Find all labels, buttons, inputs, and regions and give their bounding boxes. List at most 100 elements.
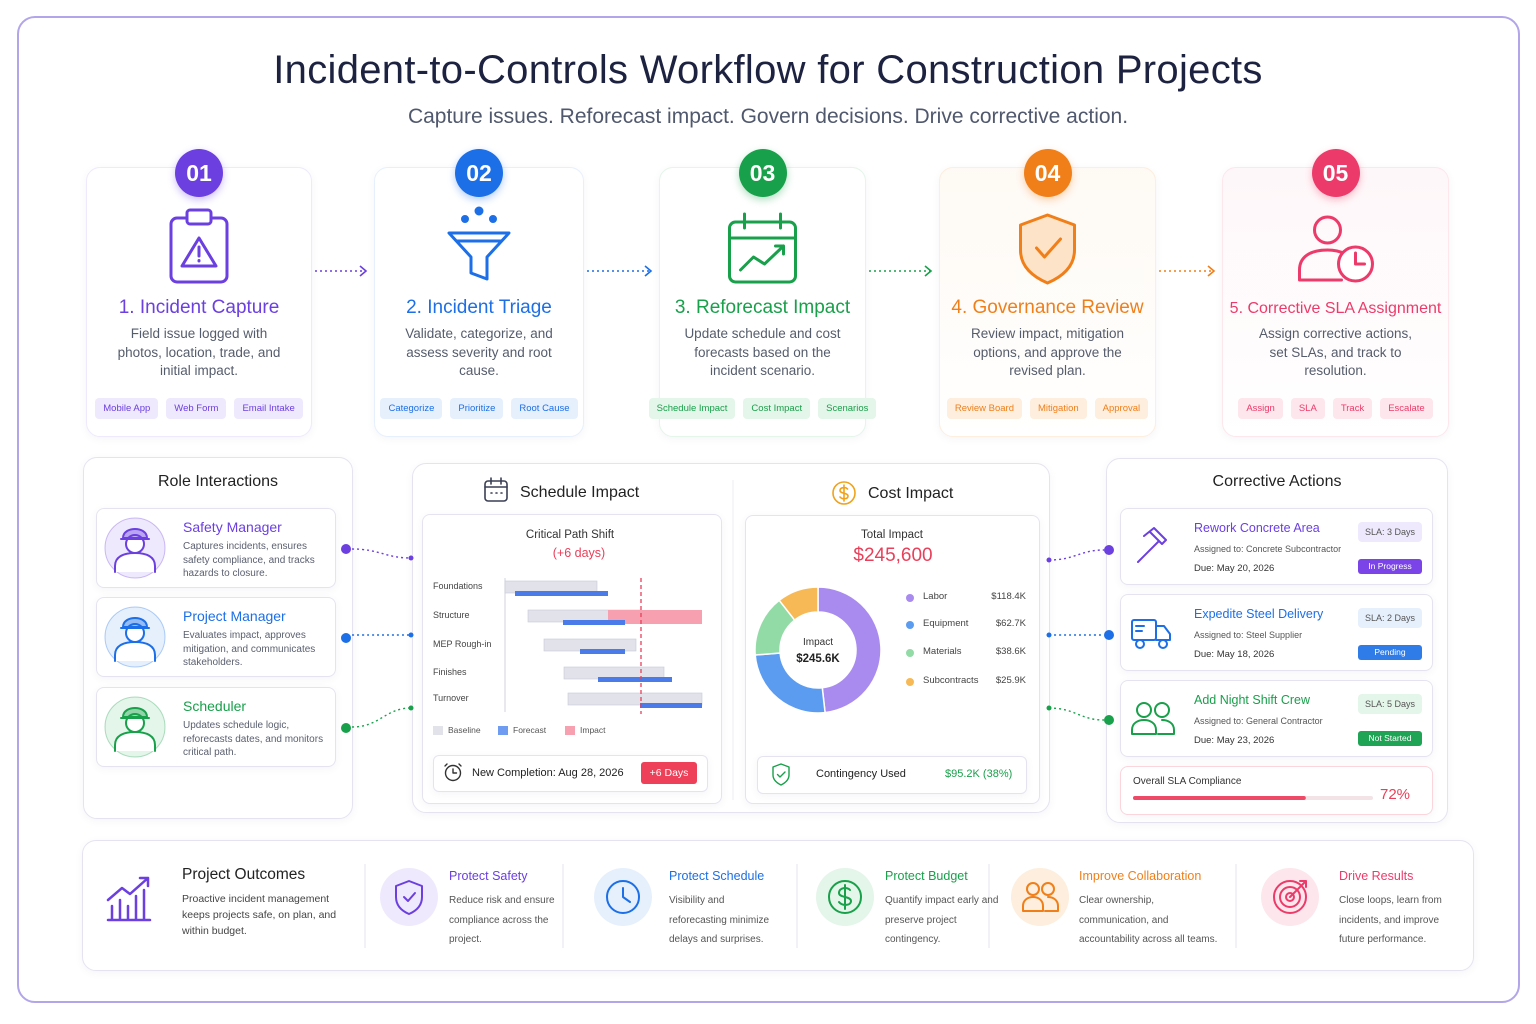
- step-number: 03: [738, 149, 787, 197]
- donut-center-value: $245.6K: [796, 653, 840, 665]
- donut-center-label: Impact: [802, 637, 833, 648]
- action-assigned: Assigned to: General Contractor: [1194, 716, 1323, 726]
- title: Incident-to-Controls Workflow for Constr…: [273, 48, 1263, 92]
- tag: Categorize: [380, 398, 443, 419]
- tag: Review Board: [946, 398, 1022, 419]
- status-badge: Pending: [1358, 645, 1422, 660]
- cost-value: $25.9K: [995, 675, 1026, 686]
- tag: Mobile App: [95, 398, 159, 419]
- tag: SLA: [1290, 398, 1325, 419]
- completion-badge: +6 Days: [641, 762, 697, 784]
- action-due: Due: May 20, 2026: [1194, 563, 1275, 574]
- legend-label: Baseline: [448, 725, 481, 735]
- outcome-description: Visibility and reforecasting minimize de…: [669, 895, 770, 945]
- actions-title: Corrective Actions: [1212, 473, 1342, 490]
- cost-title: Cost Impact: [868, 485, 954, 502]
- cost-value: $38.6K: [995, 646, 1026, 657]
- compliance-box: [1120, 766, 1433, 815]
- step-description: Field issue logged with photos, location…: [117, 326, 281, 378]
- step-title: 4. Governance Review: [951, 297, 1144, 318]
- role-description: Evaluates impact, approves mitigation, a…: [183, 630, 316, 668]
- outcome-description: Close loops, learn from incidents, and i…: [1339, 895, 1442, 945]
- legend-label: Forecast: [513, 725, 547, 735]
- legend-label: Impact: [580, 725, 606, 735]
- tag-row: Mobile App Web Form Email Intake: [86, 398, 312, 419]
- action-title: Add Night Shift Crew: [1194, 693, 1311, 707]
- tag-row: Categorize Prioritize Root Cause: [374, 398, 584, 419]
- tag: Approval: [1094, 398, 1149, 419]
- tag: Cost Impact: [743, 398, 811, 419]
- tag-row: Assign SLA Track Escalate: [1222, 398, 1449, 419]
- chart-title: Critical Path Shift: [525, 529, 615, 541]
- schedule-title: Schedule Impact: [520, 484, 640, 501]
- cost-category: Equipment: [923, 618, 969, 629]
- outcomes-title: Project Outcomes: [182, 866, 306, 883]
- tag: Email Intake: [234, 398, 303, 419]
- role-name: Safety Manager: [183, 519, 282, 535]
- compliance-label: Overall SLA Compliance: [1133, 776, 1242, 787]
- tag-row: Schedule Impact Cost Impact Scenarios: [648, 398, 877, 419]
- step-number: 02: [455, 149, 503, 197]
- sla-badge: SLA: 3 Days: [1358, 522, 1422, 542]
- outcome-title: Protect Budget: [885, 869, 968, 883]
- shift-label: (+6 days): [552, 546, 606, 560]
- completion-label: New Completion: Aug 28, 2026: [472, 767, 624, 779]
- outcome-title: Improve Collaboration: [1079, 869, 1202, 883]
- cost-category: Subcontracts: [923, 675, 979, 686]
- action-assigned: Assigned to: Steel Supplier: [1194, 630, 1303, 640]
- step-title: 3. Reforecast Impact: [674, 297, 851, 318]
- action-due: Due: May 18, 2026: [1194, 649, 1275, 660]
- status-badge: In Progress: [1358, 559, 1422, 574]
- role-name: Project Manager: [183, 608, 286, 624]
- total-value: $245,600: [853, 545, 933, 566]
- step-description: Update schedule and cost forecasts based…: [684, 326, 841, 378]
- step-number: 04: [1023, 149, 1072, 197]
- action-title: Rework Concrete Area: [1194, 521, 1320, 535]
- cost-value: $62.7K: [995, 618, 1026, 629]
- tag: Schedule Impact: [648, 398, 736, 419]
- step-number: 01: [175, 149, 223, 197]
- step-title: 2. Incident Triage: [406, 297, 552, 318]
- status-badge: Not Started: [1358, 731, 1422, 746]
- outcome-title: Drive Results: [1339, 869, 1414, 883]
- step-title: 5. Corrective SLA Assignment: [1229, 300, 1442, 317]
- tag: Mitigation: [1029, 398, 1087, 419]
- task-label: Turnover: [433, 693, 469, 703]
- action-due: Due: May 23, 2026: [1194, 735, 1275, 746]
- sla-badge: SLA: 2 Days: [1358, 608, 1422, 628]
- task-label: Structure: [433, 610, 470, 620]
- action-assigned: Assigned to: Concrete Subcontractor: [1194, 544, 1342, 554]
- tag-row: Review Board Mitigation Approval: [939, 398, 1156, 419]
- task-label: Foundations: [433, 581, 483, 591]
- tag: Assign: [1238, 398, 1283, 419]
- step-card: [659, 167, 866, 437]
- task-label: MEP Rough-in: [433, 639, 492, 649]
- step-description: Assign corrective actions, set SLAs, and…: [1258, 326, 1413, 378]
- tag: Root Cause: [511, 398, 578, 419]
- outcome-description: Reduce risk and ensure compliance across…: [449, 895, 555, 945]
- outcome-title: Protect Schedule: [669, 869, 765, 883]
- role-description: Updates schedule logic, reforecasts date…: [183, 720, 324, 758]
- step-number: 05: [1311, 149, 1360, 197]
- outcomes-panel: [82, 840, 1474, 971]
- step-title: 1. Incident Capture: [118, 297, 280, 318]
- outcomes-description: Proactive incident management keeps proj…: [182, 893, 337, 937]
- outcome-title: Protect Safety: [449, 869, 528, 883]
- role-description: Captures incidents, ensures safety compl…: [183, 541, 315, 579]
- contingency-box: [757, 756, 1027, 794]
- step-card: [1222, 167, 1449, 437]
- tag: Prioritize: [450, 398, 504, 419]
- contingency-value: $95.2K (38%): [945, 768, 1013, 780]
- cost-value: $118.4K: [991, 591, 1026, 602]
- cost-category: Labor: [923, 591, 948, 602]
- step-description: Review impact, mitigation options, and a…: [970, 326, 1125, 378]
- step-description: Validate, categorize, and assess severit…: [405, 326, 553, 378]
- tag: Escalate: [1380, 398, 1433, 419]
- tag: Track: [1332, 398, 1373, 419]
- tag: Web Form: [166, 398, 227, 419]
- roles-title: Role Interactions: [157, 473, 279, 490]
- outcome-description: Quantify impact early and preserve proje…: [885, 895, 999, 945]
- action-title: Expedite Steel Delivery: [1194, 607, 1324, 621]
- tag: Scenarios: [818, 398, 877, 419]
